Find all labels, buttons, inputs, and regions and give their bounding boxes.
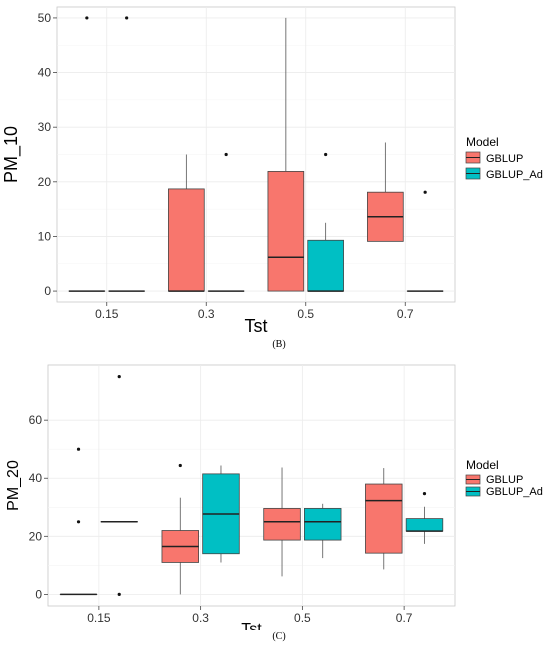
box-gblup-ad-0.5 <box>304 503 342 559</box>
box-iqr <box>267 171 305 292</box>
box-iqr <box>168 188 205 292</box>
legend-entry-label: GBLUP_Ad <box>486 486 543 498</box>
x-tick-label: 0.7 <box>396 611 413 625</box>
box-gblup-ad-0.15 <box>100 375 138 596</box>
box-gblup-0.15 <box>59 447 98 596</box>
x-tick-label: 0.7 <box>397 307 414 321</box>
y-tick-label: 50 <box>38 11 52 25</box>
legend-entry-label: GBLUP <box>486 474 523 486</box>
x-tick-label: 0.15 <box>87 611 111 625</box>
outlier-point <box>76 520 81 524</box>
outlier-point <box>76 447 81 451</box>
box-gblup-ad-0.3 <box>202 465 240 563</box>
outlier-point <box>117 375 121 379</box>
chart-pm10: 0 10 20 30 40 50 0.15 0.3 0.5 0.7 Tst PM_10 Model GBL… <box>1 6 543 336</box>
box-gblup-ad-0.5 <box>307 152 344 292</box>
y-tick-label: 0 <box>35 587 42 601</box>
x-tick-label: 0.15 <box>95 307 119 321</box>
caption-c: (C) <box>272 631 286 642</box>
box-iqr <box>263 508 301 541</box>
y-tick-label: 40 <box>38 66 52 80</box>
chart-pm20: 0 20 40 60 0.15 0.3 0.5 0.7 Tst PM_20 Model GBLUPGB… <box>5 364 543 630</box>
box-iqr <box>307 239 344 292</box>
box-gblup-0.15 <box>68 16 106 292</box>
x-axis-title: Tst <box>241 621 262 630</box>
box-iqr <box>304 508 342 541</box>
legend-entry-label: GBLUP_Ad <box>486 169 543 181</box>
x-tick-label: 0.5 <box>294 611 311 625</box>
x-tick-label: 0.5 <box>297 307 314 321</box>
box-gblup-0.3 <box>168 154 205 292</box>
box-gblup-0.7 <box>365 468 403 570</box>
outlier-point <box>224 152 228 157</box>
x-tick-label: 0.3 <box>198 307 215 321</box>
box-gblup-0.7 <box>367 142 404 242</box>
outlier-point <box>324 152 328 157</box>
y-tick-label: 60 <box>29 413 43 427</box>
y-axis-title: PM_10 <box>1 126 22 183</box>
x-tick-label: 0.3 <box>192 611 209 625</box>
legend: Model GBLUP GBLUP_Ad <box>465 135 543 181</box>
box-gblup-0.5 <box>263 467 301 577</box>
x-axis-title: Tst <box>244 316 267 336</box>
legend-entry-label: GBLUP <box>486 153 523 165</box>
box-gblup-0.5 <box>267 17 305 292</box>
box-gblup-ad-0.7 <box>406 190 444 292</box>
y-tick-label: 40 <box>29 471 43 485</box>
outlier-point <box>85 16 89 20</box>
outlier-point <box>423 190 427 194</box>
legend-title: Model <box>466 458 499 472</box>
box-iqr <box>405 518 444 532</box>
outlier-point <box>422 492 427 496</box>
y-tick-label: 30 <box>38 120 52 134</box>
outlier-point <box>117 592 121 596</box>
caption-b: (B) <box>272 339 286 350</box>
outlier-point <box>125 16 129 20</box>
legend-title: Model <box>466 135 499 149</box>
y-axis-title: PM_20 <box>5 460 22 511</box>
box-iqr <box>365 483 403 554</box>
outlier-point <box>178 463 182 468</box>
y-tick-label: 0 <box>44 284 51 298</box>
y-tick-label: 20 <box>29 529 43 543</box>
box-gblup-ad-0.7 <box>405 492 444 544</box>
y-tick-label: 20 <box>38 175 52 189</box>
y-tick-label: 10 <box>38 229 52 243</box>
box-gblup-0.3 <box>161 463 199 595</box>
box-gblup-ad-0.3 <box>207 152 245 292</box>
box-gblup-ad-0.15 <box>108 16 145 292</box>
